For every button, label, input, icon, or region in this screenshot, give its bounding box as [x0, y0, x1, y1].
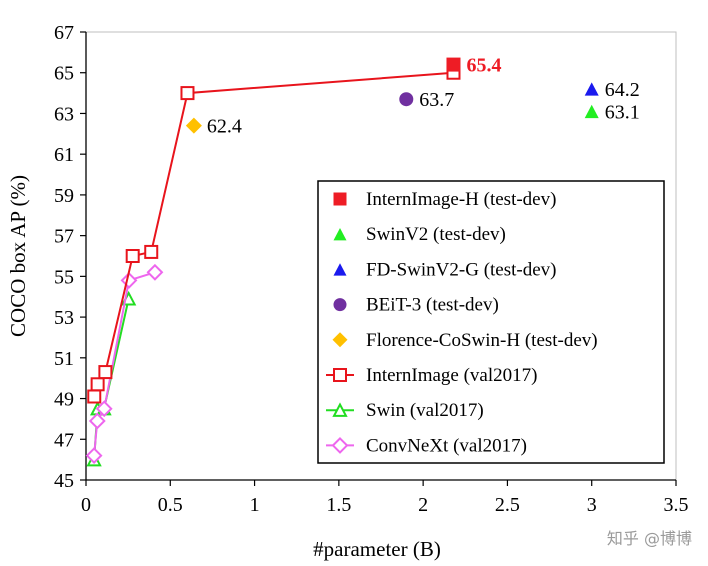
data-point-swinv2	[584, 104, 599, 119]
series-layer	[85, 57, 599, 467]
legend-marker-fd_swinv2	[333, 263, 347, 276]
legend-item-fd_swinv2: FD-SwinV2-G (test-dev)	[333, 259, 557, 280]
y-tick-label: 51	[54, 348, 74, 370]
series-florence	[185, 117, 202, 134]
y-tick-label: 65	[54, 63, 74, 85]
data-point-fd_swinv2	[584, 82, 599, 96]
watermark-text: 知乎 @博博	[607, 529, 692, 548]
x-tick-label: 2	[418, 494, 428, 516]
data-label-beit3: 63.7	[419, 89, 454, 111]
y-tick-label: 57	[54, 226, 74, 248]
legend-label: SwinV2 (test-dev)	[366, 224, 506, 245]
y-tick-label: 67	[54, 22, 74, 44]
series-internimage_val	[87, 65, 461, 404]
legend-marker-internimage_h	[333, 192, 347, 206]
data-label-florence: 62.4	[207, 116, 242, 138]
data-label-fd_swinv2: 64.2	[605, 79, 640, 101]
data-point-internimage_val	[90, 377, 105, 392]
legend-marker-beit3	[333, 298, 347, 312]
x-tick-label: 3.5	[664, 494, 689, 516]
legend-marker-swinv2	[333, 228, 347, 241]
y-tick-label: 53	[54, 307, 74, 329]
series-swinv2	[584, 104, 599, 119]
x-tick-label: 0.5	[158, 494, 183, 516]
x-tick-label: 2.5	[495, 494, 520, 516]
y-tick-label: 45	[54, 470, 74, 492]
y-tick-label: 49	[54, 389, 74, 411]
y-tick-label: 47	[54, 429, 74, 451]
data-label-internimage_h: 65.4	[466, 55, 501, 77]
data-point-convnext_val	[88, 412, 106, 430]
legend-label: InternImage-H (test-dev)	[366, 189, 556, 210]
legend-marker-internimage_val	[333, 368, 347, 382]
x-tick-label: 1	[250, 494, 260, 516]
legend-marker-swin_val	[332, 402, 348, 417]
legend-item-swin_val: Swin (val2017)	[326, 400, 484, 421]
x-axis-label: #parameter (B)	[313, 537, 441, 561]
y-tick-label: 55	[54, 266, 74, 288]
data-point-internimage_h	[446, 57, 461, 72]
legend-item-convnext_val: ConvNeXt (val2017)	[326, 435, 527, 456]
data-point-internimage_val	[144, 244, 159, 259]
data-point-florence	[185, 117, 202, 134]
data-point-convnext_val	[85, 447, 103, 464]
legend-item-swinv2: SwinV2 (test-dev)	[333, 224, 506, 245]
legend-marker-florence	[332, 332, 348, 348]
series-convnext_val	[85, 263, 164, 464]
legend-item-internimage_val: InternImage (val2017)	[326, 365, 537, 386]
legend-label: BEiT-3 (test-dev)	[366, 295, 499, 316]
x-tick-label: 1.5	[326, 494, 351, 516]
legend-item-beit3: BEiT-3 (test-dev)	[333, 295, 499, 316]
legend: InternImage-H (test-dev) SwinV2 (test-dev…	[317, 180, 665, 464]
data-point-internimage_val	[180, 86, 195, 101]
series-fd_swinv2	[584, 82, 599, 96]
y-tick-label: 59	[54, 185, 74, 207]
x-tick-label: 3	[587, 494, 597, 516]
y-tick-label: 61	[54, 144, 74, 166]
legend-item-internimage_h: InternImage-H (test-dev)	[333, 189, 556, 210]
series-beit3	[399, 92, 414, 107]
series-internimage_h	[446, 57, 461, 72]
legend-label: ConvNeXt (val2017)	[366, 435, 527, 456]
data-label-swinv2: 63.1	[605, 101, 640, 123]
legend-label: Florence-CoSwin-H (test-dev)	[366, 330, 598, 351]
data-point-internimage_val	[125, 249, 140, 263]
y-axis-label: COCO box AP (%)	[6, 175, 30, 337]
data-point-convnext_val	[146, 263, 164, 281]
data-point-beit3	[399, 92, 414, 107]
data-point-convnext_val	[95, 400, 113, 418]
legend-item-florence: Florence-CoSwin-H (test-dev)	[332, 330, 598, 351]
y-tick-label: 63	[54, 103, 74, 125]
data-labels: 65.4 63.164.2 63.7 62.4	[207, 55, 640, 138]
legend-box	[317, 180, 665, 464]
legend-label: InternImage (val2017)	[366, 365, 537, 386]
axes: 45 47 49 51 53 55 57 59 61 63 65 67 0 0.5 1 1.5 2 2.5 3 3.5	[54, 22, 689, 516]
legend-marker-convnext_val	[331, 436, 349, 454]
x-tick-label: 0	[81, 494, 91, 516]
data-point-internimage_val	[98, 365, 113, 380]
data-point-internimage_val	[87, 389, 102, 404]
legend-label: Swin (val2017)	[366, 400, 484, 421]
legend-label: FD-SwinV2-G (test-dev)	[366, 259, 557, 280]
